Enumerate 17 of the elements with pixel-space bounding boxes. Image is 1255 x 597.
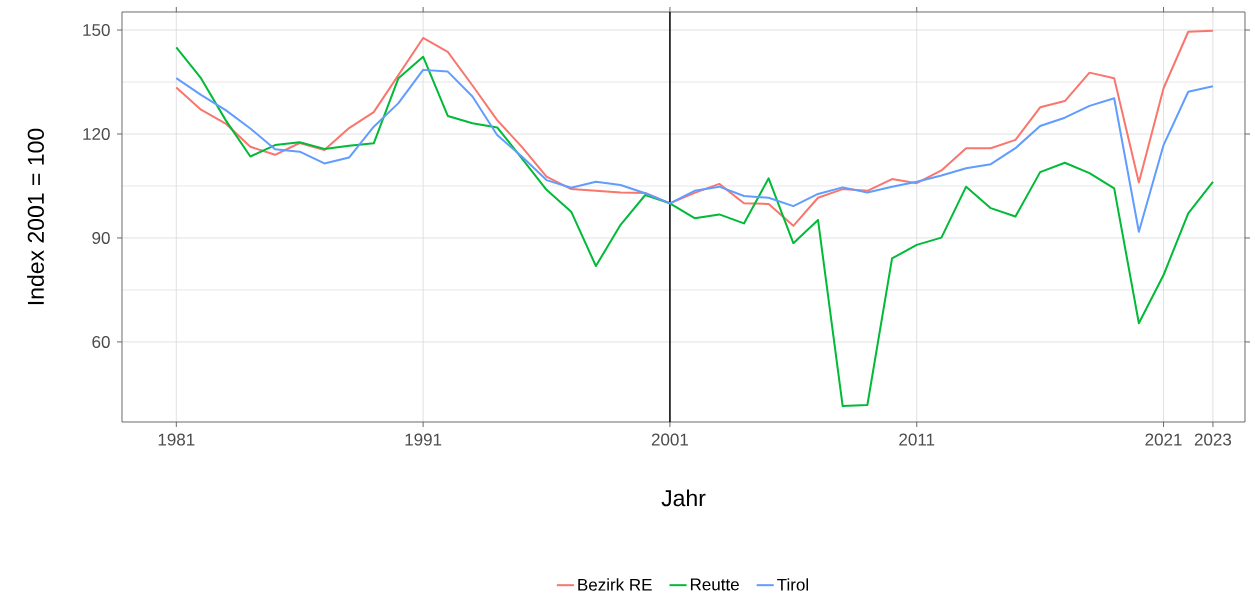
- legend-label: Bezirk RE: [578, 578, 652, 591]
- y-tick-label: 60: [92, 335, 110, 348]
- x-axis-title: Jahr: [661, 489, 706, 507]
- y-tick-label: 90: [92, 231, 110, 244]
- x-tick-label: 2011: [899, 433, 935, 446]
- legend-label: Tirol: [777, 578, 808, 591]
- x-tick-label: 1991: [405, 433, 442, 446]
- y-tick-label: 120: [83, 127, 110, 141]
- y-axis-title: Index 2001 = 100: [27, 128, 44, 305]
- legend-label: Reutte: [690, 578, 739, 591]
- x-tick-label: 1981: [158, 433, 195, 446]
- x-tick-label: 2001: [651, 433, 688, 446]
- y-tick-label: 150: [83, 24, 110, 37]
- x-tick-label: 2023: [1194, 433, 1232, 446]
- line-series: [175, 46, 1214, 408]
- line-series: [175, 68, 1214, 233]
- x-tick-label: 2021: [1145, 433, 1182, 446]
